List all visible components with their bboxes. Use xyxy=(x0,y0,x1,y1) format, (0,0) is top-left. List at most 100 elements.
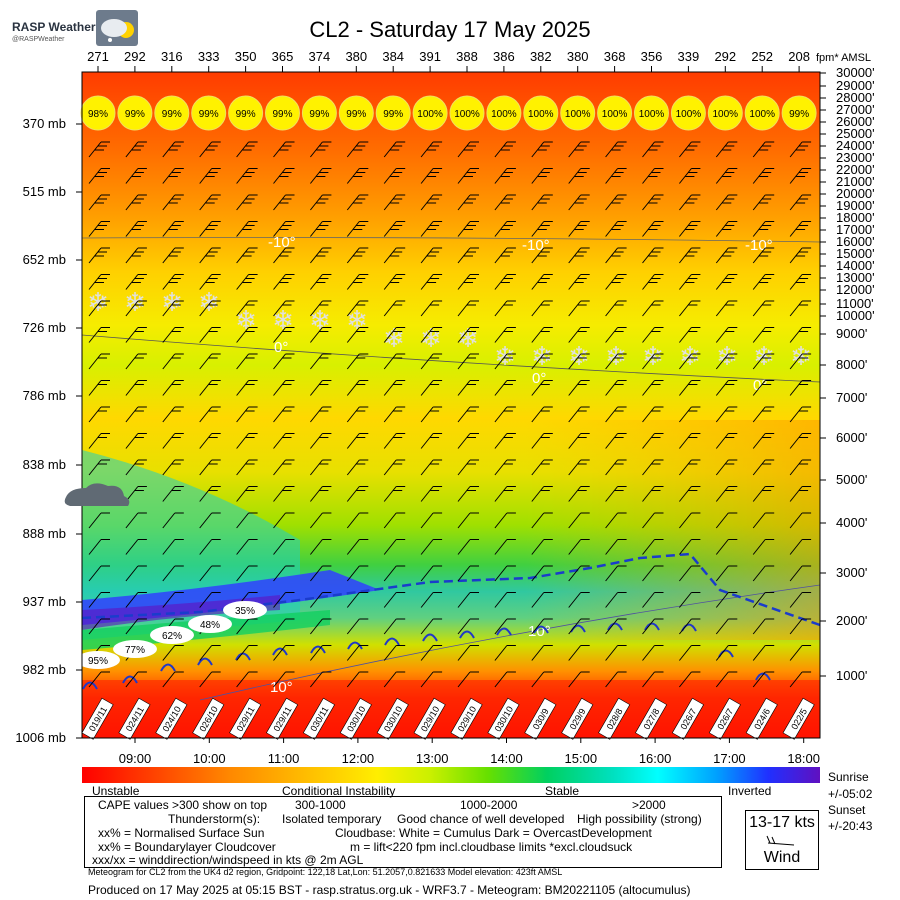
time-label: 11:00 xyxy=(268,751,300,766)
wind-barb xyxy=(789,433,812,449)
lift-arc xyxy=(82,681,98,690)
altitude-label: 11000' xyxy=(836,296,874,311)
sun-circle xyxy=(707,95,743,131)
wind-barb xyxy=(494,141,516,158)
wind-barb xyxy=(383,194,406,211)
time-label: 09:00 xyxy=(119,751,152,766)
wind-barb xyxy=(420,221,443,237)
wind-barb xyxy=(752,565,775,582)
wind-barb xyxy=(605,433,627,449)
wind-barb xyxy=(789,618,812,635)
wind-barb xyxy=(199,353,221,370)
wind-barb xyxy=(88,168,110,184)
wind-barb xyxy=(568,459,590,476)
wind-barb xyxy=(605,406,627,423)
wind-barb xyxy=(346,406,369,423)
wind-barb xyxy=(199,671,221,688)
isotherm-label: 10° xyxy=(270,679,293,696)
pressure-label: 838 mb xyxy=(23,457,66,472)
wind-barb xyxy=(494,221,516,237)
altitude-label: 1000' xyxy=(836,668,867,683)
altitude-label: 15000' xyxy=(836,246,875,261)
wind-barb xyxy=(310,645,332,661)
wind-barb xyxy=(789,168,812,184)
wind-barb xyxy=(420,353,443,370)
sun-percent: 100% xyxy=(639,109,665,120)
overcast-cloud-icon xyxy=(64,483,130,506)
wind-barb xyxy=(125,300,147,317)
wind-barb xyxy=(715,168,738,184)
wind-barb xyxy=(789,327,812,343)
isotherm-label: -10° xyxy=(522,237,550,254)
legend-thunder-3: High possibility (strong) xyxy=(577,812,702,826)
wind-barb xyxy=(679,645,701,661)
wind-barb xyxy=(457,247,479,264)
wind-barb xyxy=(420,247,443,264)
altitude-label: 29000' xyxy=(836,78,875,93)
wind-barb xyxy=(125,141,147,158)
wind-barb xyxy=(642,168,664,184)
wind-barb xyxy=(420,433,443,449)
wind-barb xyxy=(273,247,295,264)
wind-barb xyxy=(420,194,443,211)
altitude-label: 22000' xyxy=(836,162,875,177)
time-label: 15:00 xyxy=(565,751,598,766)
wind-barb xyxy=(642,300,664,317)
logo-title: RASP Weather xyxy=(12,20,96,34)
wind-barb xyxy=(273,380,295,396)
altitude-label: 2000' xyxy=(836,613,867,628)
time-label: 10:00 xyxy=(193,751,226,766)
isotherm-label: -10° xyxy=(268,234,296,251)
wind-barb xyxy=(383,353,406,370)
wind-barb xyxy=(531,459,553,476)
legend-stable: Stable xyxy=(545,784,580,798)
legend-sun: xx% = Normalised Surface Sun xyxy=(98,826,265,840)
wind-barb xyxy=(642,459,664,476)
wind-barb xyxy=(531,300,553,317)
wind-barb xyxy=(752,459,775,476)
sun-percent: 99% xyxy=(383,109,403,120)
wind-barb xyxy=(752,592,775,608)
wind-barb xyxy=(125,671,147,688)
wind-barb xyxy=(531,141,553,158)
wind-barb xyxy=(494,353,516,370)
wind-barb xyxy=(88,300,110,317)
wind-barb xyxy=(457,300,479,317)
wind-barb xyxy=(752,380,775,396)
wind-barb xyxy=(789,565,812,582)
wind-barb xyxy=(605,486,627,502)
wind-barb xyxy=(605,645,627,661)
wind-barb xyxy=(310,565,332,582)
top-lift-value: 356 xyxy=(641,49,663,64)
lift-arc xyxy=(384,637,400,646)
wind-barb xyxy=(273,194,295,211)
wind-barb xyxy=(715,459,738,476)
wind-barb xyxy=(199,592,221,608)
wind-barb xyxy=(420,141,443,158)
wind-barb-icon xyxy=(766,835,795,846)
wind-barb xyxy=(605,565,627,582)
stability-colorbar xyxy=(82,767,820,783)
wind-barb xyxy=(310,433,332,449)
time-label: 17:00 xyxy=(713,751,746,766)
wind-barb xyxy=(88,247,110,264)
lift-arc xyxy=(160,663,176,672)
wind-barb xyxy=(494,300,516,317)
sun-percent: 99% xyxy=(125,109,145,120)
wind-barb xyxy=(199,539,221,555)
altitude-label: 17000' xyxy=(836,222,875,237)
pressure-label: 726 mb xyxy=(23,320,66,335)
wind-barb xyxy=(679,194,701,211)
wind-barb xyxy=(346,221,369,237)
lift-arc xyxy=(755,672,771,681)
wind-barb xyxy=(236,406,258,423)
wind-barb xyxy=(789,247,812,264)
wind-barb xyxy=(199,168,221,184)
wind-barb xyxy=(88,539,110,555)
wind-barb xyxy=(310,274,332,290)
sun-percent: 100% xyxy=(602,109,628,120)
wind-barb xyxy=(162,300,184,317)
altitude-label: 7000' xyxy=(836,390,867,405)
wind-barb xyxy=(199,645,221,661)
wind-barb xyxy=(568,645,590,661)
